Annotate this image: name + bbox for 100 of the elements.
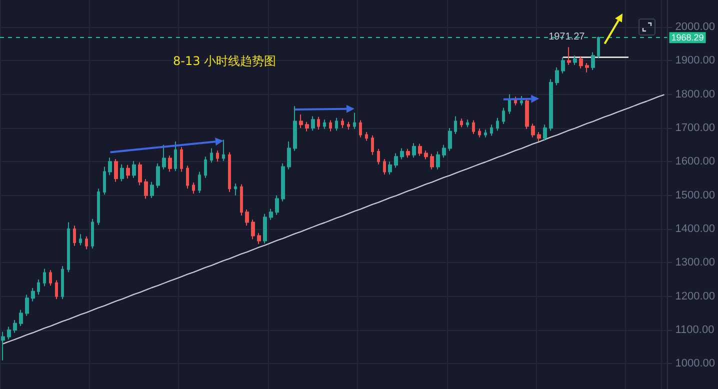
candlestick [228,152,231,192]
candlestick [394,152,398,168]
candlestick [383,158,386,175]
candlestick [19,309,23,327]
y-tick-label: 1600.00 [675,156,716,168]
candlestick [150,181,154,199]
candlestick [359,120,362,138]
candlestick [531,123,535,138]
y-tick-label: 1300.00 [675,256,716,269]
candlestick [520,95,523,106]
candlestick [204,156,207,178]
candlestick [496,117,499,132]
candlestick [525,98,529,130]
candlestick [484,129,487,138]
candlestick [275,194,279,216]
candlestick [388,161,392,175]
candlestick [299,114,303,128]
candlestick [25,294,29,316]
candlestick [371,134,374,156]
candlestick [240,184,243,216]
candlestick [61,266,64,300]
candlestick [73,225,76,246]
candlestick [424,150,428,160]
annotation: 1971.27 [548,32,586,43]
candlestick [49,270,52,286]
candlestick [502,107,505,124]
candlestick [180,146,183,172]
candlestick [174,140,177,172]
candlestick [377,148,380,165]
candlestick [353,112,356,130]
candlestick [168,155,172,172]
candlestick [37,279,40,296]
candlestick [103,166,106,196]
candlestick [293,106,297,152]
ref-line-label: 1968.29 [671,32,704,43]
candlestick [585,62,589,73]
candlestick [472,120,475,135]
y-tick-label: 1800.00 [675,88,716,100]
candlestick [347,121,350,130]
candlestick [263,213,267,244]
candlestick [597,36,600,59]
candlestick [478,128,481,138]
candlestick [549,78,553,132]
candlestick [245,208,249,226]
candlestick [114,158,118,182]
candlestick [210,148,213,164]
candlestick [85,236,88,250]
candlestick [508,94,511,114]
candlestick [132,160,136,178]
candlestick [186,165,189,190]
candlestick [91,218,94,250]
candlestick [454,116,457,135]
candlestick [281,162,285,202]
y-tick-label: 1500.00 [675,189,716,202]
candlestick [192,182,195,194]
candlestick [126,164,130,179]
candlestick [305,121,309,132]
candlestick [329,120,332,132]
candlestick [79,234,82,246]
candlestick [448,127,452,152]
y-tick-label: 1200.00 [675,290,716,302]
candlestick [341,118,344,128]
y-tick-label: 1900.00 [675,54,716,67]
y-tick-label: 1100.00 [675,324,714,336]
candlestick [335,117,338,132]
candlestick [108,157,112,176]
candlestick [543,124,547,142]
candlestick [436,151,440,170]
candlestick [567,46,571,66]
candlestick [573,55,577,66]
candlestick [144,178,148,200]
candlestick [311,116,315,132]
candlestick [234,183,237,196]
candlestick [317,116,320,130]
candlestick [591,52,595,71]
candlestick [97,188,100,226]
candlestick [442,144,446,158]
candlestick [222,139,225,162]
candlestick [412,142,416,158]
candlestick [400,148,404,160]
candlestick [406,148,410,158]
candlestick [43,268,46,287]
candlestick [31,287,35,302]
candlestick [287,140,291,170]
candlestick [13,319,17,334]
y-tick-label: 1000.00 [675,358,716,370]
y-tick-label: 2000.00 [675,20,716,33]
candlestick [537,132,541,142]
candlestick [1,331,5,361]
candlestick [561,56,565,74]
candlestick [162,144,166,170]
candlestick [216,150,219,162]
candlestick [460,118,463,128]
candlestick [365,132,368,142]
y-tick-label: 1700.00 [675,122,716,134]
candlestick [466,119,469,128]
line-series [2,94,665,344]
candlestick [251,219,255,240]
candlestick [67,222,70,273]
candlestick [323,119,326,130]
